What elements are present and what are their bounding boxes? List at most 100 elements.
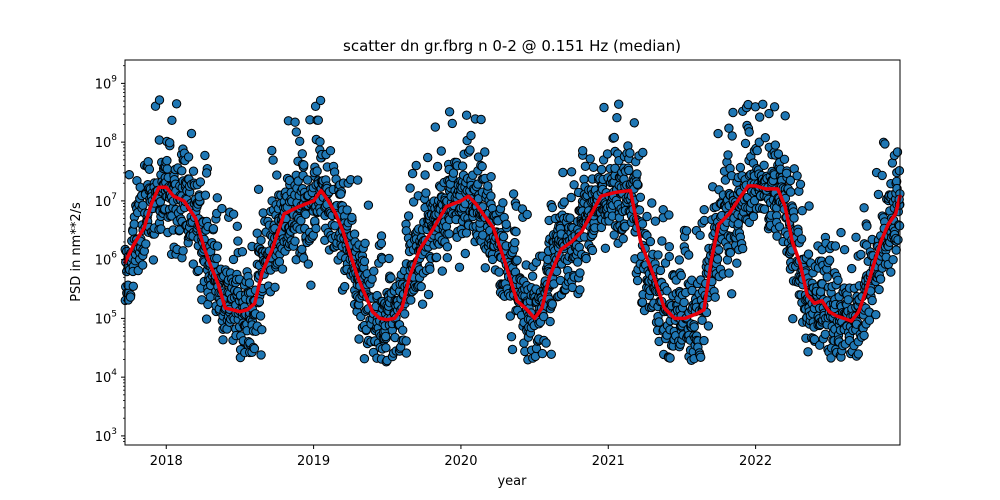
scatter-point	[408, 197, 419, 207]
scatter-point	[141, 239, 151, 249]
scatter-point	[853, 349, 863, 359]
scatter-point	[200, 190, 211, 200]
scatter-point	[193, 265, 204, 276]
scatter-point	[129, 219, 139, 229]
scatter-point	[478, 230, 488, 240]
scatter-point	[585, 154, 595, 164]
scatter-point	[401, 336, 411, 346]
scatter-point	[400, 309, 410, 319]
scatter-point	[578, 146, 588, 156]
scatter-point	[403, 211, 414, 221]
scatter-point	[512, 255, 522, 265]
scatter-point	[877, 170, 887, 181]
scatter-point	[306, 280, 316, 290]
scatter-point	[401, 348, 412, 358]
scatter-point	[804, 201, 814, 211]
scatter-point	[233, 236, 243, 246]
scatter-point	[725, 248, 736, 258]
scatter-point	[587, 245, 598, 256]
scatter-point	[826, 353, 836, 363]
scatter-point	[851, 232, 861, 243]
scatter-point	[830, 241, 841, 251]
scatter-point	[779, 154, 790, 165]
scatter-point	[712, 254, 723, 264]
scatter-point	[758, 99, 768, 110]
scatter-point	[679, 297, 689, 308]
scatter-point	[256, 235, 266, 245]
scatter-point	[797, 206, 807, 216]
scatter-point	[699, 205, 709, 215]
x-axis-label: year	[497, 474, 527, 489]
scatter-point	[820, 329, 830, 339]
scatter-point	[748, 211, 759, 222]
scatter-point	[733, 219, 743, 229]
scatter-point	[376, 238, 387, 249]
scatter-point	[653, 250, 663, 260]
scatter-point	[764, 108, 774, 119]
scatter-point	[632, 169, 642, 179]
scatter-point	[138, 260, 148, 270]
y-axis-ticks: 103 104 105 106 107 108 109	[95, 65, 125, 445]
y-tick-label: 106	[95, 251, 118, 269]
scatter-point	[780, 111, 790, 121]
scatter-point	[655, 265, 666, 276]
scatter-point	[727, 289, 737, 299]
scatter-point	[581, 253, 591, 264]
x-tick-label: 2018	[150, 454, 183, 469]
scatter-point	[359, 354, 370, 364]
scatter-point	[457, 161, 468, 171]
scatter-point	[367, 274, 377, 284]
scatter-point	[867, 295, 877, 306]
scatter-point	[197, 295, 207, 305]
scatter-point	[508, 189, 519, 199]
scatter-point	[588, 162, 599, 173]
x-tick-label: 2022	[739, 454, 772, 469]
x-tick-label: 2019	[297, 454, 330, 469]
scatter-point	[759, 204, 770, 214]
scatter-point	[310, 101, 321, 112]
scatter-point	[315, 95, 326, 106]
scatter-point	[888, 255, 898, 265]
scatter-point	[658, 205, 668, 215]
median-line-layer	[123, 184, 902, 323]
scatter-point	[423, 152, 433, 163]
scatter-point	[833, 275, 843, 285]
scatter-point	[256, 350, 266, 360]
scatter-point	[724, 123, 734, 133]
scatter-point	[862, 221, 872, 231]
scatter-point	[632, 275, 643, 286]
scatter-point	[237, 247, 248, 257]
scatter-point	[299, 160, 309, 170]
scatter-point	[303, 259, 313, 269]
scatter-point	[580, 161, 591, 172]
y-tick-label: 108	[95, 133, 118, 151]
scatter-point	[174, 225, 185, 235]
scatter-point	[201, 168, 212, 178]
scatter-point	[657, 236, 667, 246]
scatter-point	[505, 311, 515, 321]
scatter-point	[664, 251, 674, 262]
scatter-point	[232, 221, 243, 232]
scatter-point	[732, 258, 742, 268]
scatter-point	[772, 231, 782, 241]
scatter-point	[740, 138, 751, 149]
scatter-point	[315, 137, 325, 147]
y-tick-label: 109	[95, 74, 118, 92]
scatter-point	[381, 331, 391, 342]
scatter-point	[759, 160, 769, 171]
scatter-point	[629, 118, 639, 128]
scatter-point	[547, 299, 557, 309]
scatter-point	[824, 255, 835, 265]
scatter-point	[386, 273, 396, 283]
scatter-point	[859, 330, 869, 341]
scatter-point	[188, 259, 199, 269]
scatter-point	[411, 160, 421, 171]
scatter-point	[290, 236, 300, 246]
scatter-point	[822, 272, 832, 282]
scatter-point	[541, 338, 551, 348]
scatter-point	[465, 145, 475, 155]
scatter-point	[272, 170, 282, 180]
scatter-point	[510, 237, 520, 248]
scatter-point	[803, 249, 814, 259]
scatter-point	[681, 226, 692, 236]
